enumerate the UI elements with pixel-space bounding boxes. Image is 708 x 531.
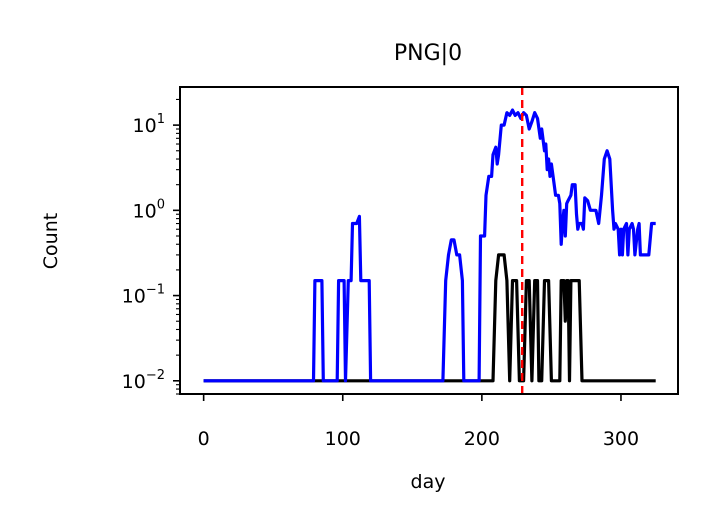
plot-area-frame	[179, 86, 679, 395]
x-tick-label: 100	[325, 428, 361, 450]
y-tick-label: 10−2	[122, 368, 165, 393]
x-tick-label: 300	[603, 428, 639, 450]
x-tick-label: 0	[198, 428, 210, 450]
series-line-1	[203, 253, 656, 383]
y-tick-label: 101	[133, 112, 165, 137]
series-layer	[203, 108, 656, 383]
x-tick-label: 200	[464, 428, 500, 450]
x-axis-label: day	[411, 471, 446, 493]
chart-title: PNG|0	[394, 41, 462, 66]
y-axis-ticks: 10−2 10−1 100 101	[122, 98, 180, 395]
y-tick-label: 10−1	[122, 283, 165, 308]
x-axis-ticks: 0 100 200 300	[198, 394, 639, 450]
y-tick-label: 100	[133, 197, 165, 222]
series-line-2	[203, 108, 656, 383]
y-axis-label: Count	[40, 213, 62, 269]
